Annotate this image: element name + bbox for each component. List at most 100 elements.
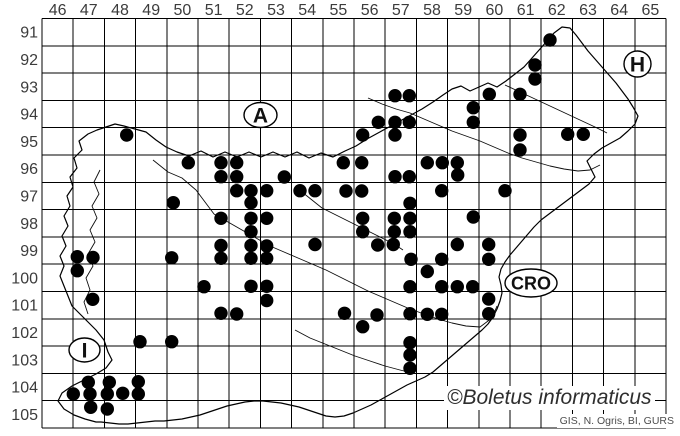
occurrence-dot [214, 306, 228, 320]
utm-grid [41, 18, 667, 429]
occurrence-dot [260, 251, 274, 265]
occurrence-dot [402, 89, 416, 103]
occurrence-dot [402, 170, 416, 184]
occurrence-dot [482, 237, 496, 252]
occurrence-dot [371, 115, 385, 129]
occurrence-dot [70, 250, 85, 264]
row-label-101: 101 [11, 298, 38, 315]
occurrence-dot [450, 280, 464, 294]
occurrence-dot [403, 361, 417, 375]
occurrence-dot [482, 87, 496, 102]
occurrence-dot [403, 196, 417, 210]
occurrence-dot [337, 306, 352, 320]
occurrence-dot [181, 156, 195, 170]
occurrence-dot [356, 211, 370, 225]
country-ellipse-A [243, 101, 278, 129]
occurrence-dot [230, 307, 244, 321]
occurrence-dot [450, 156, 464, 170]
country-label-H: H [630, 54, 645, 77]
row-label-102: 102 [11, 325, 38, 342]
attribution-text: GIS, N. Ogris, BI, GURS [556, 414, 677, 428]
occurrence-dot [308, 184, 322, 198]
row-label-100: 100 [11, 270, 38, 287]
occurrence-dot [402, 115, 416, 129]
occurrence-dot [388, 128, 402, 142]
col-label-63: 63 [579, 2, 597, 19]
occurrence-dot [403, 225, 417, 239]
country-labels-layer: A H CRO I [68, 50, 652, 363]
occurrence-dot [543, 33, 557, 47]
occurrence-dot [230, 184, 244, 198]
occurrence-dot [404, 252, 418, 266]
occurrence-dot [466, 115, 480, 129]
occurrence-dot [102, 375, 117, 389]
occurrence-dot [214, 251, 228, 265]
occurrence-dots-layer [66, 33, 590, 416]
occurrence-dot [371, 238, 385, 252]
col-label-65: 65 [642, 2, 660, 19]
row-label-96: 96 [20, 161, 38, 178]
occurrence-dot [482, 252, 496, 266]
occurrence-dot [214, 170, 228, 184]
occurrence-dot [277, 170, 291, 184]
col-label-50: 50 [174, 2, 192, 19]
col-label-61: 61 [517, 2, 535, 19]
occurrence-dot [260, 184, 274, 198]
occurrence-dot [116, 386, 130, 400]
col-label-56: 56 [361, 2, 379, 19]
col-label-52: 52 [236, 2, 254, 19]
occurrence-dot [133, 335, 147, 349]
occurrence-dot [370, 308, 384, 322]
occurrence-dot [81, 375, 96, 389]
row-label-94: 94 [20, 107, 38, 124]
col-label-46: 46 [49, 2, 67, 19]
occurrence-dot [513, 143, 527, 157]
occurrence-dot [435, 307, 449, 321]
occurrence-dot [244, 279, 258, 293]
col-label-47: 47 [80, 2, 98, 19]
col-label-51: 51 [205, 2, 223, 19]
slovenia-border-outline [57, 26, 639, 425]
occurrence-dot [70, 264, 85, 278]
occurrence-dot [336, 156, 350, 170]
occurrence-dot [388, 170, 402, 184]
occurrence-dot [131, 375, 145, 389]
row-label-103: 103 [11, 352, 38, 369]
occurrence-dot [420, 156, 434, 170]
country-label-I: I [82, 340, 88, 363]
occurrence-dot [230, 156, 244, 170]
occurrence-dot [435, 184, 449, 198]
col-label-59: 59 [454, 2, 472, 19]
occurrence-dot [230, 170, 244, 184]
occurrence-dot [388, 89, 402, 103]
row-label-92: 92 [20, 52, 38, 69]
occurrence-dot [513, 128, 527, 142]
col-label-49: 49 [142, 2, 160, 19]
occurrence-dot [387, 211, 401, 225]
occurrence-dot [420, 264, 434, 279]
country-ellipse-I [68, 337, 101, 363]
occurrence-dot [244, 225, 258, 239]
occurrence-dot [528, 72, 542, 86]
occurrence-dot [165, 335, 179, 349]
occurrence-dot [120, 128, 134, 142]
row-label-93: 93 [20, 79, 38, 96]
occurrence-dot [244, 196, 258, 210]
river-sava [152, 159, 498, 328]
geography-layer [57, 26, 639, 425]
row-label-104: 104 [11, 380, 38, 397]
occurrence-dot [66, 387, 81, 401]
occurrence-dot [308, 237, 322, 252]
occurrence-dot [356, 320, 370, 334]
occurrence-dot [388, 115, 402, 129]
occurrence-dot [83, 387, 97, 401]
occurrence-dot [450, 237, 464, 252]
occurrence-dot [100, 387, 115, 401]
occurrence-dot [356, 128, 370, 142]
occurrence-dot [403, 307, 417, 321]
occurrence-dot [387, 225, 401, 239]
occurrence-dot [576, 127, 590, 141]
occurrence-dot [482, 307, 496, 321]
occurrence-dot [356, 225, 370, 239]
